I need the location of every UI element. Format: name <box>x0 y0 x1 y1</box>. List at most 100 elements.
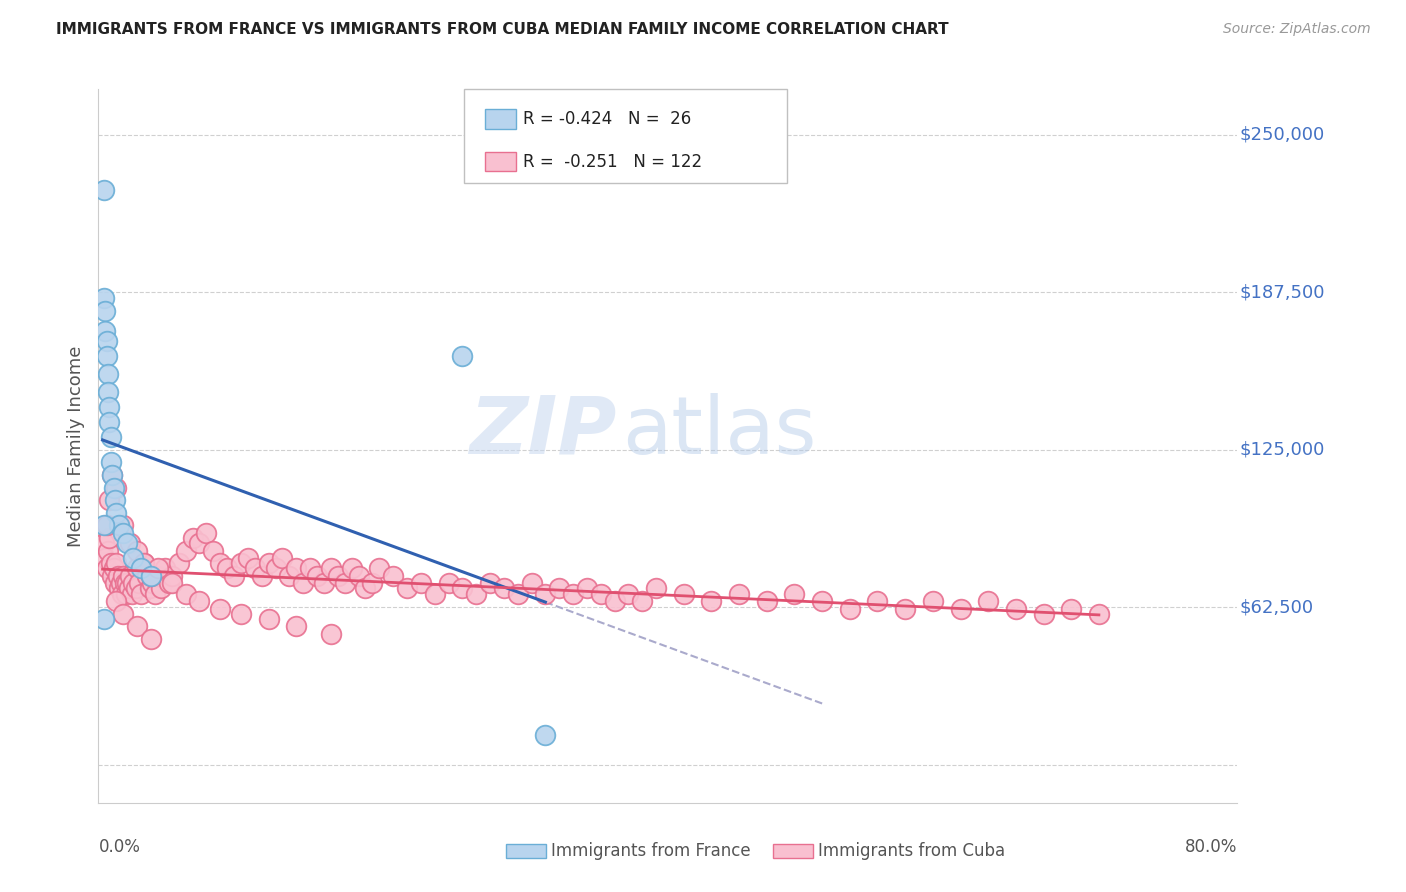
Point <box>93 518 115 533</box>
Point <box>97 543 120 558</box>
Point <box>977 594 1000 608</box>
Point <box>96 334 118 349</box>
Point <box>143 586 166 600</box>
Point <box>174 543 197 558</box>
Point <box>243 561 266 575</box>
Point <box>132 556 155 570</box>
Point <box>409 576 432 591</box>
Text: ZIP: ZIP <box>470 392 617 471</box>
Point <box>209 601 232 615</box>
Point <box>100 430 122 444</box>
Text: Source: ZipAtlas.com: Source: ZipAtlas.com <box>1223 22 1371 37</box>
Point <box>157 576 180 591</box>
Point <box>135 569 157 583</box>
Point <box>278 569 301 583</box>
Point <box>108 582 131 596</box>
Point <box>1088 607 1111 621</box>
Point <box>103 481 125 495</box>
Text: $62,500: $62,500 <box>1240 599 1313 616</box>
Point <box>128 576 150 591</box>
Point <box>921 594 943 608</box>
Point <box>105 506 128 520</box>
Point <box>506 586 529 600</box>
Point <box>188 594 211 608</box>
Point <box>121 586 143 600</box>
Point <box>202 543 225 558</box>
Point <box>755 594 778 608</box>
Point <box>395 582 418 596</box>
Point <box>146 569 169 583</box>
Point <box>96 350 118 364</box>
Point <box>93 183 115 197</box>
Point <box>451 582 474 596</box>
Point <box>465 586 488 600</box>
Point <box>229 607 252 621</box>
Point <box>94 551 117 566</box>
Point <box>138 582 160 596</box>
Point <box>451 350 474 364</box>
Point <box>195 526 218 541</box>
Y-axis label: Median Family Income: Median Family Income <box>66 345 84 547</box>
Point <box>93 536 115 550</box>
Point <box>811 594 834 608</box>
Point <box>299 561 322 575</box>
Point <box>96 518 118 533</box>
Point <box>131 586 153 600</box>
Point <box>222 569 245 583</box>
Text: $187,500: $187,500 <box>1240 283 1324 301</box>
Point <box>112 518 135 533</box>
Point <box>589 586 612 600</box>
Point <box>188 536 211 550</box>
Point <box>838 601 860 615</box>
Point <box>181 531 204 545</box>
Point <box>149 582 172 596</box>
Point <box>271 551 294 566</box>
Point <box>492 582 515 596</box>
Point <box>114 576 136 591</box>
Text: IMMIGRANTS FROM FRANCE VS IMMIGRANTS FROM CUBA MEDIAN FAMILY INCOME CORRELATION : IMMIGRANTS FROM FRANCE VS IMMIGRANTS FRO… <box>56 22 949 37</box>
Point <box>112 607 135 621</box>
Point <box>437 576 460 591</box>
Point <box>894 601 917 615</box>
Text: Immigrants from France: Immigrants from France <box>551 842 751 860</box>
Point <box>104 493 127 508</box>
Point <box>631 594 654 608</box>
Point <box>139 569 162 583</box>
Point <box>257 556 280 570</box>
Point <box>575 582 598 596</box>
Point <box>285 561 308 575</box>
Point <box>1060 601 1083 615</box>
Point <box>382 569 405 583</box>
Point <box>101 468 124 483</box>
Point <box>423 586 446 600</box>
Point <box>104 576 127 591</box>
Point <box>97 384 120 399</box>
Point <box>112 526 135 541</box>
Point <box>174 586 197 600</box>
Point <box>127 619 149 633</box>
Point <box>307 569 329 583</box>
Point <box>479 576 502 591</box>
Point <box>105 556 128 570</box>
Point <box>101 468 124 483</box>
Point <box>700 594 723 608</box>
Point <box>131 561 153 575</box>
Point <box>94 324 117 338</box>
Point <box>236 551 259 566</box>
Point <box>250 569 273 583</box>
Point <box>100 455 122 469</box>
Point <box>534 728 557 742</box>
Point <box>101 569 124 583</box>
Point <box>562 586 585 600</box>
Point <box>125 582 148 596</box>
Point <box>368 561 391 575</box>
Point <box>96 561 118 575</box>
Point <box>93 612 115 626</box>
Point <box>257 612 280 626</box>
Point <box>115 586 138 600</box>
Point <box>132 556 155 570</box>
Point <box>105 481 128 495</box>
Point <box>108 518 131 533</box>
Point <box>146 561 169 575</box>
Point <box>94 304 117 318</box>
